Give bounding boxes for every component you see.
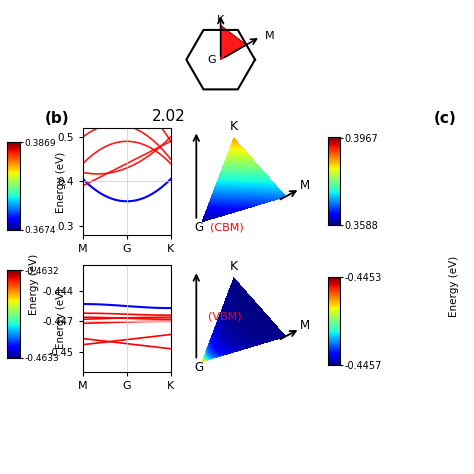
Text: M: M (300, 179, 310, 192)
Text: (b): (b) (45, 111, 70, 126)
Text: (CBM): (CBM) (210, 223, 244, 233)
Text: K: K (229, 120, 238, 133)
Text: Energy (eV): Energy (eV) (449, 256, 459, 318)
Text: Energy (eV): Energy (eV) (55, 288, 66, 349)
Text: G: G (194, 361, 203, 374)
Text: K: K (217, 15, 224, 25)
Text: Energy (eV): Energy (eV) (55, 152, 66, 213)
Text: (c): (c) (434, 111, 456, 126)
Text: M: M (300, 319, 310, 332)
Text: M: M (264, 31, 274, 41)
Text: G: G (194, 221, 203, 234)
Text: (VBM): (VBM) (208, 312, 242, 322)
Text: Energy (eV): Energy (eV) (29, 254, 39, 315)
Text: K: K (229, 260, 238, 273)
Polygon shape (221, 25, 246, 60)
Text: 2.02: 2.02 (151, 109, 185, 124)
Text: G: G (208, 55, 217, 64)
